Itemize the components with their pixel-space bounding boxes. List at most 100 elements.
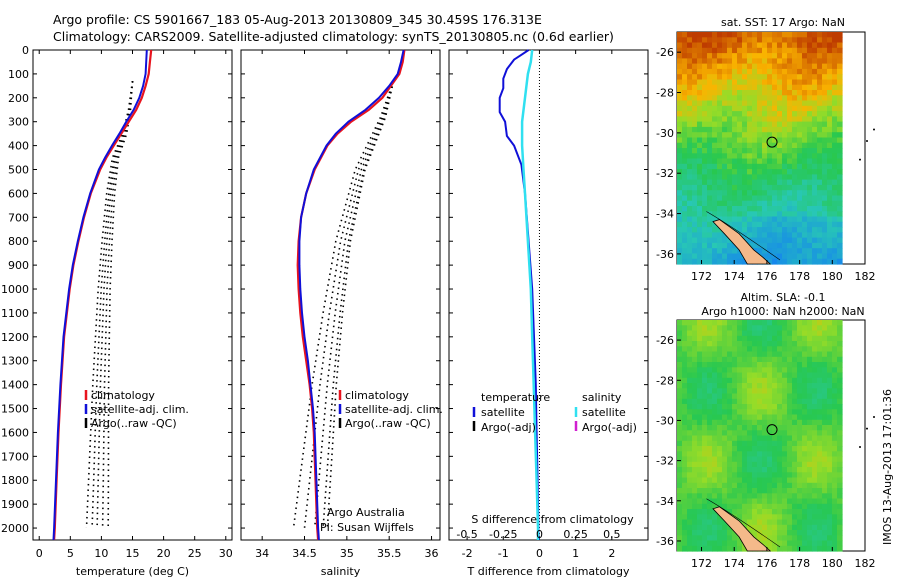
x-tick-label: 35 <box>340 547 354 560</box>
x-tick-label: 35.5 <box>377 547 402 560</box>
map-cell <box>807 367 813 374</box>
map-cell <box>717 435 723 442</box>
map-cell <box>742 116 748 123</box>
map-cell <box>757 404 763 410</box>
map-cell <box>677 330 683 337</box>
map-cell <box>712 540 718 547</box>
map-cell <box>762 398 768 405</box>
map-cell <box>772 482 778 489</box>
map-cell <box>732 320 738 326</box>
map-cell <box>737 341 743 347</box>
map-cell <box>807 530 813 536</box>
map-cell <box>747 142 753 149</box>
map-cell <box>762 248 768 255</box>
map-cell <box>807 47 813 54</box>
map-cell <box>807 514 813 521</box>
map-cell <box>782 393 788 400</box>
map-cell <box>782 116 788 123</box>
map-cell <box>732 325 738 332</box>
map-cell <box>777 258 783 265</box>
map-cell <box>832 148 838 154</box>
map-cell <box>707 79 713 86</box>
map-cell <box>797 105 803 112</box>
map-cell <box>827 158 833 165</box>
map-cell <box>732 372 738 379</box>
map-cell <box>837 42 843 49</box>
map-cell <box>732 242 738 249</box>
map-cell <box>752 409 758 416</box>
map-cell <box>702 179 708 186</box>
map-cell <box>752 524 758 531</box>
map-cell <box>757 37 763 44</box>
map-cell <box>837 383 843 389</box>
map-cell <box>822 330 828 337</box>
map-cell <box>807 509 813 515</box>
map-cell <box>687 79 693 86</box>
map-cell <box>732 493 738 500</box>
map-cell <box>812 211 818 218</box>
map-cell <box>802 482 808 489</box>
map-cell <box>717 258 723 265</box>
map-cell <box>687 351 693 358</box>
map-cell <box>827 100 833 107</box>
map-cell <box>727 325 733 332</box>
map-cell <box>692 248 698 255</box>
map-cell <box>692 227 698 233</box>
map-cell <box>692 121 698 128</box>
map-cell <box>837 79 843 86</box>
map-cell <box>692 216 698 223</box>
map-cell <box>837 430 843 437</box>
map-cell <box>717 137 723 144</box>
map-cell <box>677 132 683 139</box>
map-cell <box>802 137 808 144</box>
map-cell <box>692 409 698 416</box>
map-cell <box>772 105 778 112</box>
map-cell <box>742 37 748 44</box>
map-cell <box>812 58 818 65</box>
map-cell <box>812 325 818 332</box>
map-cell <box>742 126 748 133</box>
map-cell <box>722 425 728 431</box>
map-cell <box>817 477 823 484</box>
map-cell <box>737 216 743 223</box>
map-cell <box>752 430 758 437</box>
map-cell <box>772 163 778 170</box>
map-cell <box>687 95 693 102</box>
map-cell <box>697 451 703 458</box>
map-cell <box>727 237 733 244</box>
map-cell <box>827 232 833 239</box>
map-cell <box>767 211 773 218</box>
map-cell <box>722 232 728 239</box>
map-cell <box>692 398 698 405</box>
map-cell <box>697 493 703 500</box>
map-cell <box>807 425 813 431</box>
map-cell <box>797 195 803 202</box>
map-cell <box>777 63 783 70</box>
map-cell <box>812 540 818 547</box>
map-cell <box>742 477 748 484</box>
map-cell <box>752 68 758 75</box>
map-cell <box>757 430 763 437</box>
map-cell <box>837 242 843 249</box>
map-cell <box>677 126 683 133</box>
map-cell <box>832 153 838 160</box>
map-cell <box>722 524 728 531</box>
map-cell <box>677 509 683 515</box>
map-cell <box>827 372 833 379</box>
map-cell <box>772 32 778 38</box>
map-cell <box>767 179 773 186</box>
map-cell <box>832 111 838 117</box>
map-cell <box>687 105 693 112</box>
map-cell <box>697 425 703 431</box>
map-cell <box>692 47 698 54</box>
map-cell <box>787 132 793 139</box>
map-cell <box>717 200 723 207</box>
map-cell <box>802 545 808 552</box>
map-cell <box>832 79 838 86</box>
map-cell <box>807 42 813 49</box>
map-cell <box>827 211 833 218</box>
map-cell <box>807 169 813 175</box>
map-cell <box>782 451 788 458</box>
map-cell <box>772 461 778 468</box>
map-cell <box>797 163 803 170</box>
